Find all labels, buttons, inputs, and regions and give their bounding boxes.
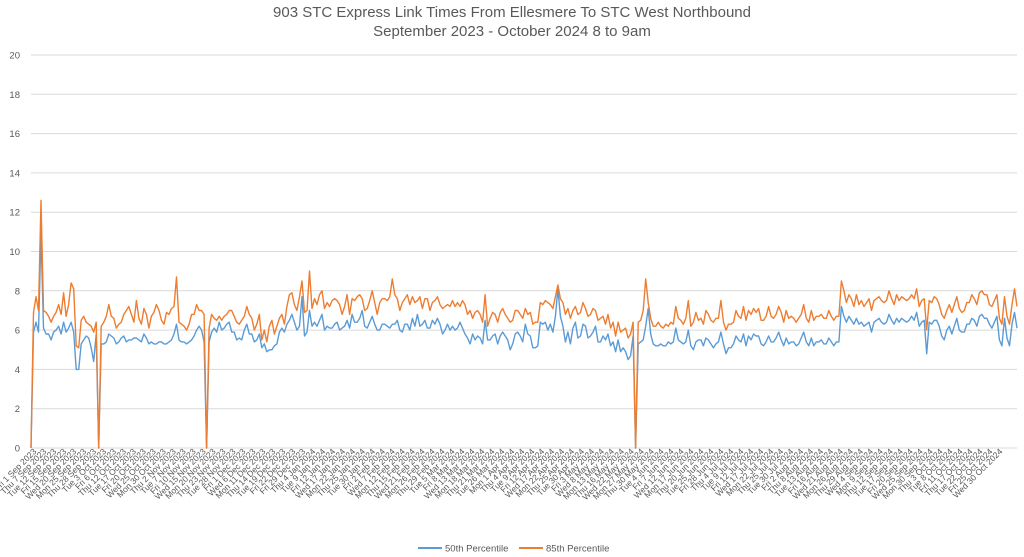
gridlines — [31, 54, 1017, 449]
y-tick-label: 2 — [15, 404, 20, 415]
y-tick-label: 18 — [9, 90, 20, 101]
y-tick-label: 10 — [9, 247, 20, 258]
y-tick-label: 4 — [15, 365, 20, 376]
series-line-50th-percentile — [30, 233, 1018, 449]
series-line-85th-percentile — [30, 199, 1018, 449]
y-tick-label: 8 — [15, 286, 20, 297]
legend-label: 50th Percentile — [445, 544, 508, 555]
y-tick-label: 12 — [9, 208, 20, 219]
chart-subtitle: September 2023 - October 2024 8 to 9am — [373, 23, 651, 40]
y-axis: 0 2 4 6 8 10 12 14 16 18 20 — [9, 51, 20, 455]
y-tick-label: 20 — [9, 51, 20, 62]
y-tick-label: 6 — [15, 326, 20, 337]
series-lines — [30, 199, 1018, 449]
y-tick-label: 16 — [9, 129, 20, 140]
y-tick-label: 0 — [15, 444, 20, 455]
y-tick-label: 14 — [9, 168, 20, 179]
legend-label: 85th Percentile — [546, 544, 609, 555]
chart-title: 903 STC Express Link Times From Ellesmer… — [273, 4, 751, 21]
legend: 50th Percentile 85th Percentile — [418, 544, 609, 555]
